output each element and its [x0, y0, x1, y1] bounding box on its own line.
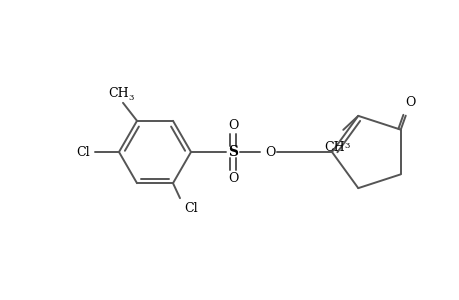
Text: CH: CH	[323, 141, 344, 154]
Text: Cl: Cl	[76, 146, 90, 158]
Text: O: O	[227, 118, 238, 131]
Text: 3: 3	[344, 142, 349, 150]
Text: Cl: Cl	[184, 202, 197, 215]
Text: CH: CH	[108, 87, 129, 100]
Text: O: O	[227, 172, 238, 185]
Text: O: O	[264, 146, 274, 158]
Text: 3: 3	[128, 94, 134, 102]
Text: S: S	[228, 145, 237, 159]
Text: O: O	[405, 96, 415, 109]
